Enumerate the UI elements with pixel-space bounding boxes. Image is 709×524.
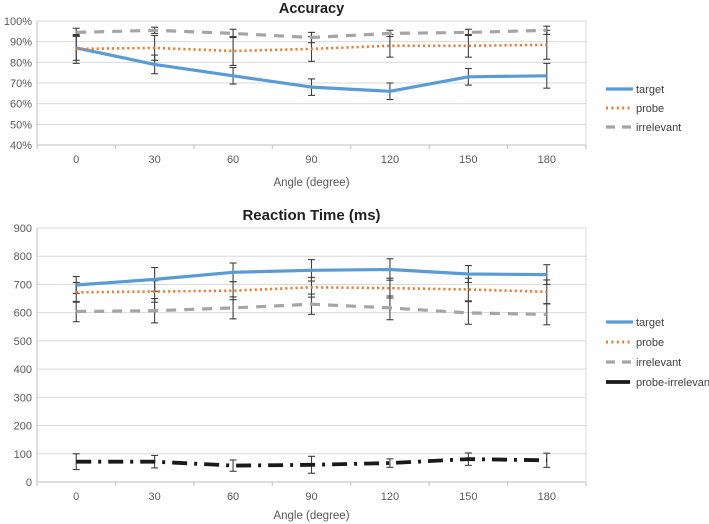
y-tick-label: 800 [14,251,32,263]
x-tick-label: 90 [305,154,317,166]
legend-item-probe: probe [606,337,664,349]
y-tick-label: 400 [14,364,32,376]
chart-title: Reaction Time (ms) [242,207,380,224]
errorbars-irrelevant [72,25,551,44]
errorbars-irrelevant [72,293,551,326]
legend-label: probe-irrelevant [636,377,709,389]
legend-label: irrelevant [636,357,681,369]
series-probe-line [76,286,547,294]
accuracy-chart: 40% 50% 60% 70% 80% 90% 100% 0 30 60 90 120 150 180 An… [4,1,681,189]
y-tick-label: 60% [10,99,32,111]
y-tick-label: 600 [14,308,32,320]
legend-item-target: target [606,317,664,329]
reaction-time-chart: 0 100 200 300 400 500 600 700 800 900 0 30 60 90 120 15… [14,207,709,522]
legend-item-irrelevant: irrelevant [606,122,681,134]
x-tick-label: 150 [459,154,477,166]
legend-item-probe-irrelevant: probe-irrelevant [606,377,709,389]
series-irrelevant-line [76,28,547,40]
y-tick-label: 0 [26,477,32,489]
y-tick-label: 70% [10,78,32,90]
legend-label: probe [636,103,664,115]
x-tick-label: 30 [149,491,161,503]
legend-label: target [636,317,664,329]
y-tick-label: 700 [14,279,32,291]
x-tick-label: 180 [538,154,556,166]
y-tick-label: 100% [4,16,32,28]
x-tick-label: 60 [227,154,239,166]
x-tick-label: 120 [381,154,399,166]
legend-item-irrelevant: irrelevant [606,357,681,369]
series-probe-line [76,43,547,53]
x-tick-label: 30 [149,154,161,166]
x-tick-label: 180 [538,491,556,503]
series-target-line [76,267,547,287]
y-tick-label: 900 [14,223,32,235]
series-target-line [75,46,547,93]
x-axis-title: Angle (degree) [273,177,349,189]
y-tick-label: 100 [14,449,32,461]
legend-item-probe: probe [606,103,664,115]
x-axis-title: Angle (degree) [273,510,349,522]
y-tick-label: 200 [14,421,32,433]
legend-label: probe [636,337,664,349]
series-probe-irrelevant-line [76,457,547,468]
x-tick-label: 0 [73,491,79,503]
chart-title: Accuracy [279,1,344,17]
x-tick-label: 0 [73,154,79,166]
y-tick-label: 300 [14,392,32,404]
series-irrelevant-line [76,302,547,316]
x-tick-label: 150 [459,491,477,503]
y-tick-label: 90% [10,37,32,49]
y-tick-label: 500 [14,336,32,348]
x-tick-label: 120 [381,491,399,503]
x-tick-label: 60 [227,491,239,503]
legend-label: target [636,84,664,96]
y-tick-label: 50% [10,119,32,131]
y-tick-label: 40% [10,140,32,152]
legend-item-target: target [606,84,664,96]
legend-label: irrelevant [636,122,681,134]
x-tick-label: 90 [305,491,317,503]
y-tick-label: 80% [10,57,32,69]
